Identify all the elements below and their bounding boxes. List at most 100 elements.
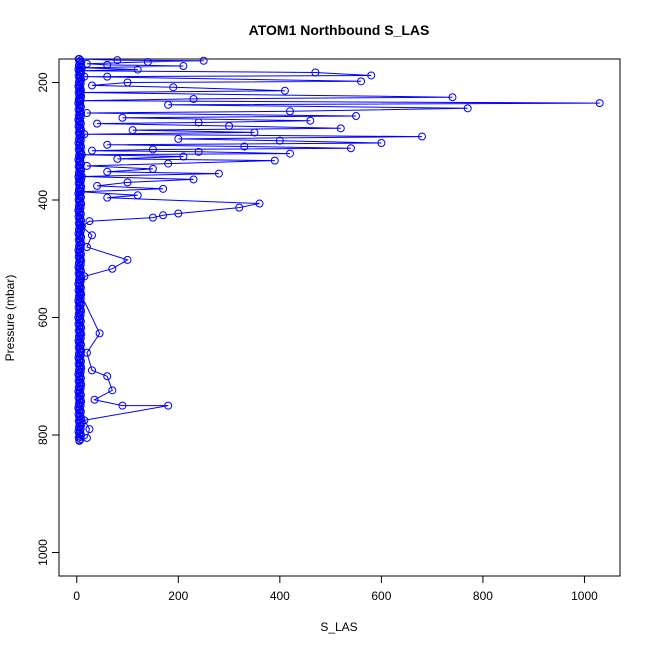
data-point: [77, 273, 86, 282]
x-axis: 0 200 400 600 800 1000: [73, 575, 598, 603]
x-tick-label: 0: [73, 589, 80, 603]
data-point: [76, 407, 85, 416]
data-point: [76, 62, 85, 71]
data-point: [174, 134, 183, 143]
data-point: [103, 193, 112, 202]
plot-frame: [58, 58, 621, 577]
data-point: [76, 66, 85, 75]
data-point: [164, 100, 173, 109]
y-tick-label: 600: [36, 307, 50, 327]
data-point: [123, 255, 132, 264]
data-point: [214, 169, 223, 178]
data-point: [189, 94, 198, 103]
data-point: [77, 233, 86, 242]
data-point: [75, 55, 84, 63]
data-point: [76, 193, 85, 202]
data-point: [88, 366, 96, 375]
y-tick-label: 200: [36, 72, 50, 92]
x-tick-label: 600: [371, 589, 391, 603]
data-point: [75, 436, 84, 445]
data-point: [463, 104, 472, 113]
x-tick-label: 200: [168, 589, 188, 603]
data-point: [77, 199, 86, 208]
data-point: [164, 159, 173, 168]
data-point: [133, 65, 142, 74]
data-point: [194, 147, 203, 156]
data-point: [88, 146, 96, 155]
data-point: [76, 300, 85, 309]
data-point: [275, 136, 284, 145]
data-point: [80, 272, 89, 281]
data-point: [76, 334, 85, 343]
data-point: [76, 357, 85, 366]
y-tick-label: 1000: [36, 539, 50, 566]
data-point: [148, 145, 157, 154]
data-point: [76, 79, 85, 88]
data-point: [377, 139, 386, 148]
data-point: [250, 128, 259, 137]
data-point: [357, 77, 366, 86]
data-point: [82, 109, 91, 118]
data-point: [194, 118, 203, 127]
data-point: [77, 166, 86, 175]
data-point: [595, 99, 604, 108]
data-point: [286, 149, 294, 158]
data-point: [77, 150, 86, 159]
data-point: [77, 347, 86, 356]
data-point: [118, 401, 127, 410]
data-point: [118, 113, 127, 122]
data-point: [108, 264, 117, 273]
data-point: [80, 130, 89, 139]
data-point: [76, 102, 85, 111]
data-point: [77, 323, 86, 332]
data-point: [76, 424, 85, 433]
data-point: [346, 144, 355, 153]
data-point: [148, 213, 157, 222]
y-tick-label: 800: [36, 425, 50, 445]
data-point: [77, 142, 86, 151]
data-point: [82, 348, 91, 357]
data-point: [88, 231, 96, 240]
data-point: [85, 425, 94, 434]
data-point: [82, 161, 91, 170]
data-point: [103, 140, 112, 149]
data-point: [311, 68, 320, 77]
data-point: [76, 176, 85, 185]
data-point: [76, 243, 85, 252]
data-point: [113, 154, 122, 163]
data-point: [76, 210, 85, 219]
series-markers: [75, 55, 604, 445]
data-point: [77, 250, 86, 259]
data-point: [77, 109, 86, 118]
series-line: [79, 58, 600, 442]
data-point: [159, 184, 168, 193]
y-tick-label: 400: [36, 190, 50, 210]
data-point: [77, 330, 86, 339]
data-point: [108, 386, 117, 395]
x-tick-label: 400: [270, 589, 290, 603]
data-point: [179, 152, 188, 161]
data-point: [159, 211, 168, 220]
data-point: [143, 57, 152, 66]
data-point: [77, 397, 86, 406]
data-point: [93, 119, 102, 128]
data-point: [77, 172, 86, 181]
data-point: [199, 56, 208, 65]
data-point: [76, 136, 85, 145]
x-tick-label: 800: [473, 589, 493, 603]
data-point: [77, 380, 86, 389]
x-axis-label: S_LAS: [320, 620, 357, 634]
data-point: [235, 203, 244, 212]
y-axis: 200 400 600 800 1000: [36, 72, 60, 566]
data-point: [77, 256, 86, 265]
data-point: [103, 372, 112, 381]
data-point: [76, 317, 85, 326]
x-tick-label: 1000: [571, 589, 598, 603]
data-point: [82, 433, 91, 442]
data-point: [76, 226, 85, 235]
data-point: [95, 329, 104, 338]
data-point: [88, 81, 96, 90]
data-point: [85, 217, 94, 226]
data-point: [103, 167, 112, 176]
